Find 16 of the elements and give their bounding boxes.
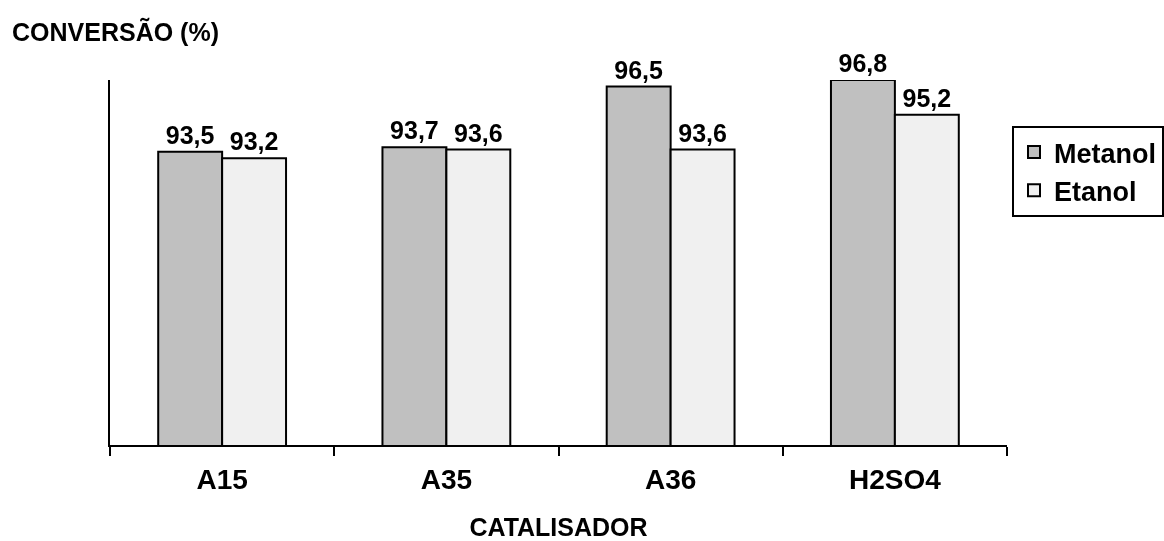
- x-tick-label: A15: [196, 463, 248, 495]
- data-label: 96,5: [614, 55, 664, 84]
- data-label: 93,5: [165, 120, 215, 149]
- x-tick-label: H2SO4: [848, 463, 942, 495]
- x-tick-label: A35: [420, 463, 473, 495]
- data-label: 93,2: [229, 127, 279, 156]
- data-label: 93,6: [678, 118, 727, 147]
- x-tick-label: A36: [644, 463, 697, 495]
- y-axis-title: CONVERSÃO (%): [12, 17, 219, 46]
- data-label: 95,2: [902, 83, 952, 112]
- data-label: 93,7: [390, 116, 439, 145]
- legend-label: Metanol: [1054, 138, 1157, 169]
- legend-label: Etanol: [1054, 176, 1137, 207]
- data-label: 93,6: [454, 118, 503, 147]
- data-label: 96,8: [838, 49, 888, 77]
- x-axis-title: CATALISADOR: [469, 513, 648, 541]
